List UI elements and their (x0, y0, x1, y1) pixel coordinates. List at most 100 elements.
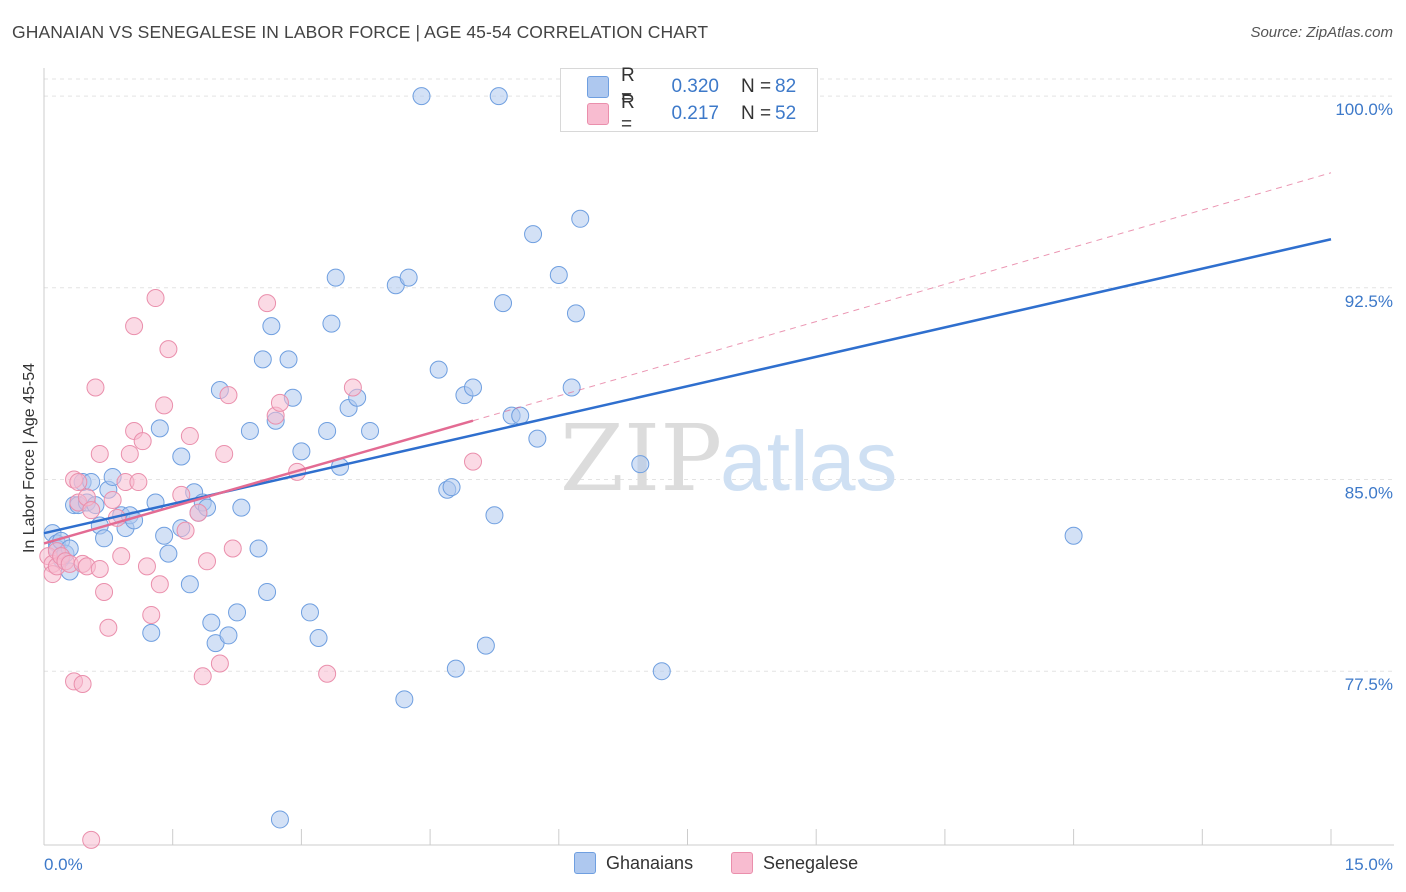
legend-r-label: R = (621, 65, 635, 108)
point-ghanaians (309, 628, 328, 647)
axes (43, 68, 1394, 846)
trendline-ghanaians (43, 238, 1332, 535)
point-ghanaians (1064, 526, 1083, 545)
correlation-legend: R = 0.320 N = 82 R = 0.217 N = 52 (560, 65, 818, 135)
point-senegalese (159, 340, 178, 359)
point-ghanaians (566, 304, 585, 323)
point-senegalese (90, 559, 109, 578)
point-ghanaians (395, 690, 414, 709)
point-senegalese (133, 432, 152, 451)
point-senegalese (82, 501, 101, 520)
point-senegalese (129, 473, 148, 492)
legend-n-label: N = (741, 76, 772, 97)
point-senegalese (155, 396, 174, 415)
point-ghanaians (571, 209, 590, 228)
point-ghanaians (202, 613, 221, 632)
point-ghanaians (258, 582, 277, 601)
point-ghanaians (180, 575, 199, 594)
point-ghanaians (494, 294, 513, 313)
x-tick-label: 15.0% (1345, 855, 1393, 874)
point-ghanaians (155, 526, 174, 545)
legend-swatch-senegalese (587, 103, 609, 125)
point-ghanaians (631, 455, 650, 474)
point-ghanaians (150, 419, 169, 438)
series-legend-senegalese[interactable]: Senegalese (731, 852, 858, 874)
point-ghanaians (279, 350, 298, 369)
point-senegalese (223, 539, 242, 558)
point-ghanaians (322, 314, 341, 333)
grid-lines (44, 78, 1394, 672)
legend-r-label: R = (621, 92, 635, 135)
point-senegalese (318, 664, 337, 683)
trend-lines (43, 172, 1332, 545)
series-label-senegalese: Senegalese (763, 852, 859, 873)
point-ghanaians (159, 544, 178, 563)
legend-n-value-senegalese: 52 (775, 103, 797, 124)
point-senegalese (146, 289, 165, 308)
point-ghanaians (652, 662, 671, 681)
trendline-extension-senegalese (472, 172, 1332, 422)
point-senegalese (142, 605, 161, 624)
legend-r-value-senegalese: 0.217 (671, 103, 719, 124)
point-senegalese (215, 444, 234, 463)
y-tick-label: 77.5% (1345, 675, 1393, 694)
point-ghanaians (318, 421, 337, 440)
point-senegalese (86, 378, 105, 397)
point-ghanaians (412, 87, 431, 106)
legend-n-label: N = (741, 103, 772, 124)
point-senegalese (180, 427, 199, 446)
x-tick-label: 0.0% (44, 855, 83, 874)
point-senegalese (73, 674, 92, 693)
point-senegalese (90, 444, 109, 463)
point-ghanaians (485, 506, 504, 525)
legend-row-ghanaians: R = 0.320 N = 82 (587, 65, 797, 108)
series-swatch-senegalese (731, 852, 753, 874)
point-senegalese (219, 386, 238, 405)
legend-n-value-ghanaians: 82 (775, 76, 797, 97)
watermark: ZIP atlas (560, 405, 897, 512)
point-ghanaians (249, 539, 268, 558)
point-senegalese (464, 452, 482, 471)
point-senegalese (99, 618, 118, 637)
point-ghanaians (442, 478, 461, 497)
series-swatch-ghanaians (574, 852, 596, 874)
point-senegalese (189, 503, 208, 522)
point-ghanaians (464, 378, 482, 397)
series-label-ghanaians: Ghanaians (606, 852, 694, 873)
point-senegalese (193, 667, 212, 686)
point-ghanaians (476, 636, 495, 655)
point-senegalese (210, 654, 229, 673)
point-ghanaians (399, 268, 418, 287)
point-ghanaians (300, 603, 319, 622)
trendline-senegalese (43, 419, 474, 545)
y-tick-label: 92.5% (1345, 292, 1393, 311)
point-senegalese (82, 830, 101, 849)
point-senegalese (343, 378, 362, 397)
tick-labels: 100.0% 92.5% 85.0% 77.5% 0.0% 15.0% (44, 100, 1393, 874)
point-ghanaians (240, 421, 259, 440)
y-axis-label: In Labor Force | Age 45-54 (21, 363, 38, 553)
series-legend-ghanaians[interactable]: Ghanaians (574, 852, 693, 874)
point-ghanaians (549, 266, 568, 285)
point-senegalese (112, 547, 131, 566)
point-ghanaians (528, 429, 547, 448)
point-senegalese (176, 521, 195, 540)
point-ghanaians (253, 350, 272, 369)
y-tick-label: 85.0% (1345, 484, 1393, 503)
point-ghanaians (524, 225, 543, 244)
point-senegalese (95, 582, 114, 601)
point-senegalese (258, 294, 277, 313)
point-senegalese (103, 490, 122, 509)
point-ghanaians (361, 421, 380, 440)
point-ghanaians (489, 87, 508, 106)
point-ghanaians (95, 529, 114, 548)
legend-r-value-ghanaians: 0.320 (671, 76, 719, 97)
y-tick-label: 100.0% (1335, 100, 1393, 119)
point-ghanaians (142, 623, 161, 642)
series-legend: Ghanaians Senegalese (0, 852, 1406, 876)
source-label: Source: ZipAtlas.com (1250, 24, 1393, 41)
chart-title: GHANAIAN VS SENEGALESE IN LABOR FORCE | … (12, 22, 709, 42)
legend-swatch-ghanaians (587, 76, 609, 98)
point-ghanaians (511, 406, 530, 425)
data-points (39, 87, 1083, 849)
